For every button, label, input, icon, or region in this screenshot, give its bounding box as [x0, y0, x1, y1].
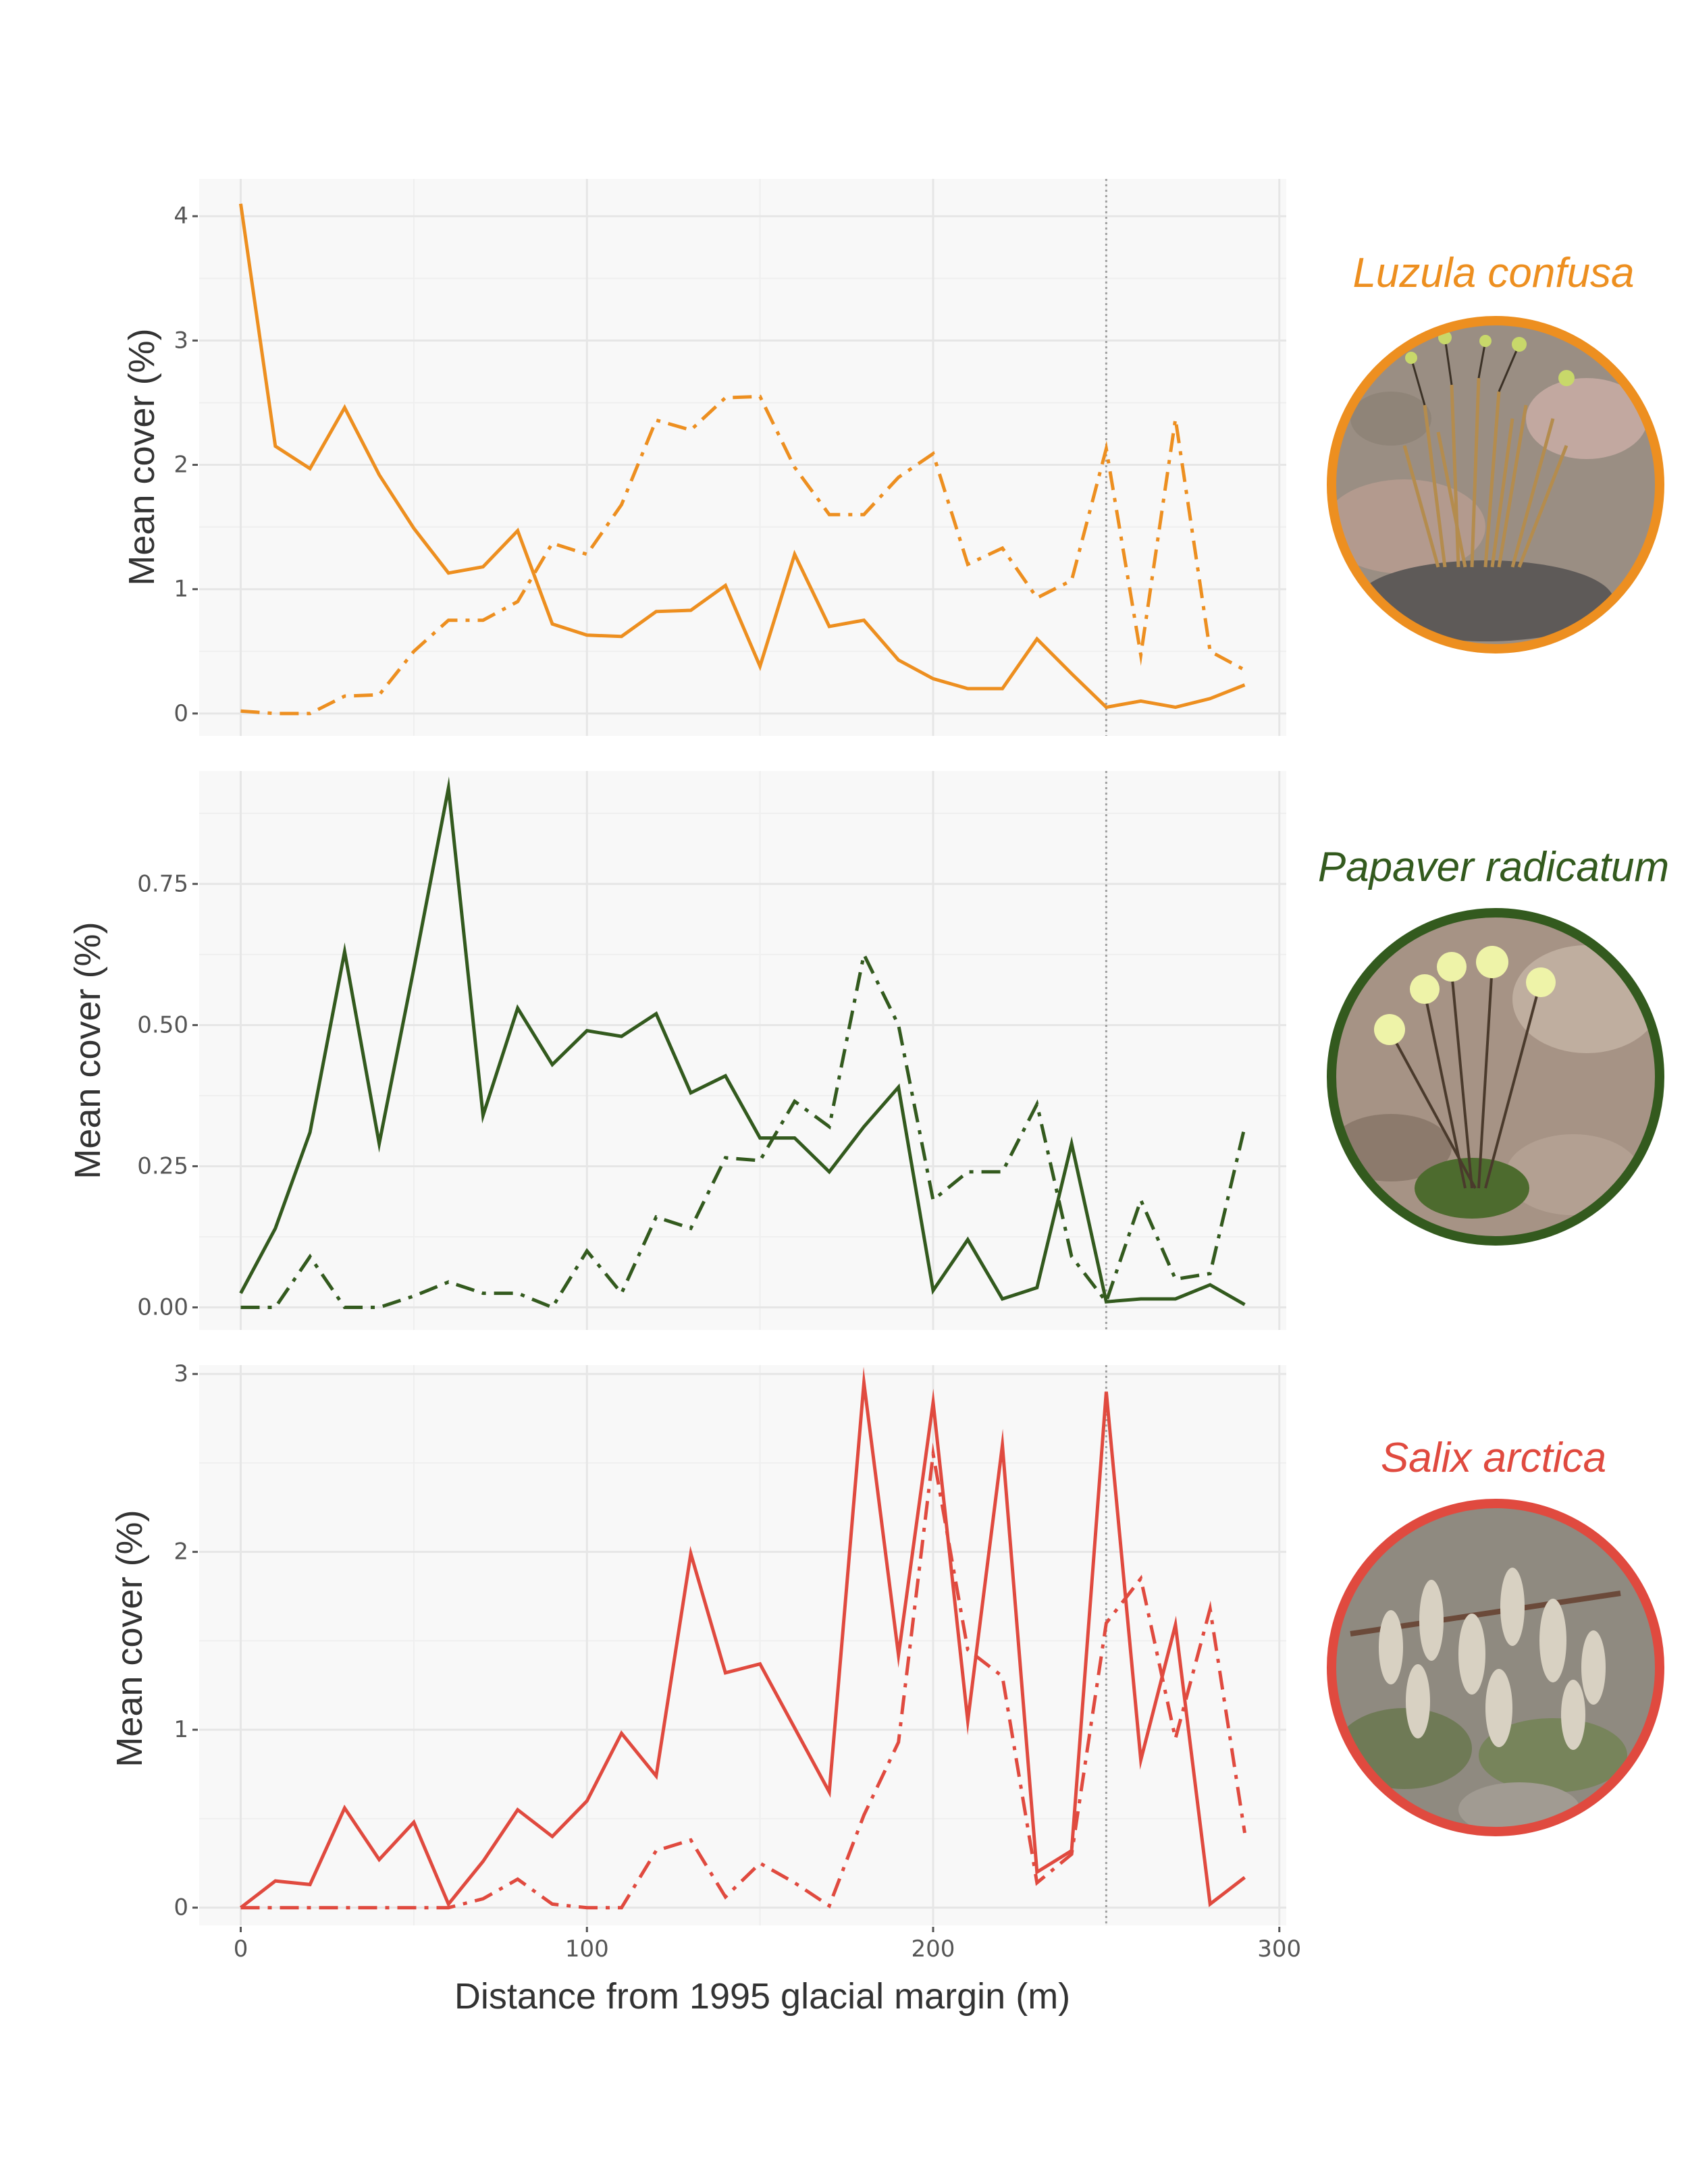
x-tick-label: 100	[565, 1936, 609, 1963]
y-tick-label: 1	[174, 576, 188, 603]
plot-lines	[239, 203, 1246, 716]
papaver-radicatum-photo	[1327, 908, 1664, 1246]
panel-papaver: 0.00 0.25 0.50 0.75 Mean cover (%) Papaver …	[68, 771, 1669, 1330]
grid	[199, 771, 1286, 1330]
y-tick-label: 2	[174, 452, 188, 479]
series-line-solid	[239, 203, 1246, 710]
grid	[199, 1365, 1286, 1925]
series-line-dashed	[240, 394, 1246, 716]
x-axis-title: Distance from 1995 glacial margin (m)	[454, 1976, 1070, 2017]
plot-lines	[239, 776, 1246, 1310]
panel-salix: 0 1 2 3 Mean cover (%) Salix arctica	[109, 1360, 1664, 1925]
y-tick-label: 0	[174, 700, 188, 727]
x-tick-label: 200	[912, 1936, 955, 1963]
panel-luzula: 0 1 2 3 4 Mean cover (%) Luzula confusa	[122, 179, 1664, 736]
x-tick-label: 300	[1257, 1936, 1301, 1963]
y-axis-title: Mean cover (%)	[122, 328, 162, 585]
series-line-solid	[239, 1366, 1246, 1909]
species-title-salix: Salix arctica	[1381, 1435, 1606, 1481]
y-tick-label: 1	[174, 1716, 188, 1743]
series-line-dashed	[240, 1442, 1246, 1910]
species-title-luzula: Luzula confusa	[1352, 250, 1634, 296]
x-tick-labels: 0 100 200 300	[234, 1927, 1301, 1963]
y-axis-title: Mean cover (%)	[109, 1510, 150, 1767]
y-tick-label: 4	[174, 203, 188, 230]
luzula-confusa-photo	[1327, 316, 1664, 654]
y-tick-label: 0.50	[137, 1011, 188, 1038]
y-tick-label: 3	[174, 1360, 188, 1387]
x-tick-label: 0	[234, 1936, 248, 1963]
y-tick-label: 0.25	[137, 1152, 188, 1179]
plot-background	[199, 1365, 1286, 1925]
series-line-dashed	[240, 949, 1246, 1310]
y-tick-labels: 0 1 2 3	[174, 1360, 198, 1921]
series-line-solid	[239, 776, 1246, 1306]
plot-lines	[239, 1366, 1246, 1910]
plot-background	[199, 179, 1286, 736]
y-tick-labels: 0.00 0.25 0.50 0.75	[137, 870, 198, 1321]
y-tick-label: 0	[174, 1894, 188, 1921]
y-tick-label: 0.75	[137, 870, 188, 897]
salix-arctica-photo	[1327, 1499, 1664, 1836]
y-tick-label: 2	[174, 1539, 188, 1566]
grid	[199, 179, 1286, 736]
y-tick-label: 0.00	[137, 1294, 188, 1321]
y-axis-title: Mean cover (%)	[68, 922, 108, 1179]
species-title-papaver: Papaver radicatum	[1318, 844, 1669, 890]
y-tick-label: 3	[174, 327, 188, 354]
y-tick-labels: 0 1 2 3 4	[174, 203, 198, 727]
